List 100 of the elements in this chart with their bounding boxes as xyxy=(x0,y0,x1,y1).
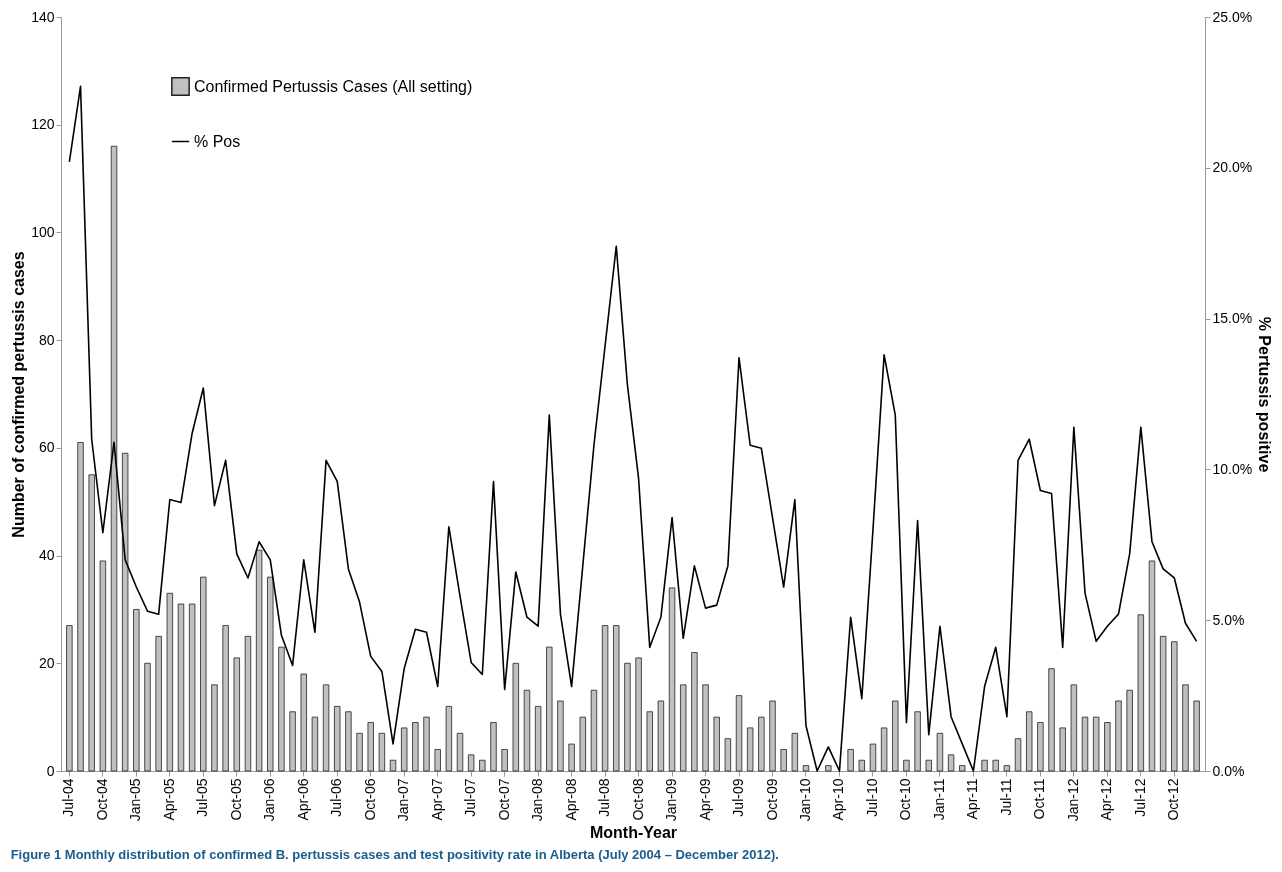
bar xyxy=(1070,684,1078,772)
y2-tick-label: 25.0% xyxy=(1212,8,1253,25)
bar xyxy=(758,716,765,772)
bar xyxy=(77,442,84,772)
x-tick-label: Jul-05 xyxy=(194,778,211,817)
bar xyxy=(981,759,988,772)
bar xyxy=(702,684,709,772)
y2-tick-label: 0.0% xyxy=(1212,762,1245,779)
bar xyxy=(1014,738,1022,772)
bar xyxy=(992,759,999,772)
bar xyxy=(825,765,832,772)
bar xyxy=(1081,716,1089,772)
x-tick-label: Oct-08 xyxy=(629,778,646,821)
x-tick-label: Jul-10 xyxy=(863,778,880,817)
bar xyxy=(635,657,642,772)
bar xyxy=(378,732,386,772)
bar xyxy=(1159,635,1167,772)
bar xyxy=(646,711,653,772)
bar xyxy=(769,700,776,772)
bar xyxy=(1137,614,1145,772)
bar xyxy=(1115,700,1122,772)
x-tick-label: Jan-07 xyxy=(395,778,412,822)
bar xyxy=(624,662,631,772)
bar xyxy=(322,684,330,772)
x-tick-label: Oct-11 xyxy=(1031,778,1048,820)
bar xyxy=(467,754,475,772)
bar xyxy=(356,732,363,772)
bar xyxy=(423,716,430,772)
x-tick-label: Oct-07 xyxy=(495,778,512,821)
bar xyxy=(657,700,665,772)
bar xyxy=(334,705,341,772)
x-tick-label: Jan-05 xyxy=(127,778,144,822)
bar xyxy=(155,635,162,772)
bar xyxy=(1148,560,1156,772)
x-tick-label: Apr-11 xyxy=(964,778,981,820)
bar xyxy=(211,684,218,772)
bar xyxy=(1104,722,1111,772)
bar xyxy=(959,765,966,772)
bar xyxy=(1059,727,1066,772)
bar xyxy=(1092,716,1100,772)
bar xyxy=(936,732,944,772)
bar xyxy=(412,722,419,772)
x-tick-label: Jul-12 xyxy=(1131,778,1148,817)
y2-tick-label: 15.0% xyxy=(1212,310,1253,327)
bar xyxy=(925,759,932,772)
x-tick-label: Oct-10 xyxy=(897,778,914,821)
x-tick-label: Jul-11 xyxy=(997,778,1014,816)
bar xyxy=(1126,689,1133,772)
bar xyxy=(802,765,810,772)
bar xyxy=(278,646,285,772)
y-tick-label: 60 xyxy=(38,439,55,456)
bar xyxy=(490,722,497,772)
bar xyxy=(747,727,754,772)
bar xyxy=(233,657,240,772)
bar xyxy=(947,754,955,772)
y-tick-label: 20 xyxy=(38,654,55,671)
legend-label: % Pos xyxy=(194,132,241,150)
bar xyxy=(668,587,676,772)
bar xyxy=(1193,700,1200,772)
x-tick-label: Jul-06 xyxy=(328,778,345,817)
bar xyxy=(1026,711,1033,772)
bar xyxy=(579,716,586,772)
y-tick-label: 80 xyxy=(38,331,55,348)
y2-axis-title: % Pertussis positive xyxy=(1256,316,1274,473)
legend-label: Confirmed Pertussis Cases (All setting) xyxy=(194,77,473,95)
x-tick-label: Oct-12 xyxy=(1165,778,1182,821)
bar xyxy=(534,705,542,772)
bar xyxy=(869,743,877,772)
x-tick-label: Jan-08 xyxy=(529,778,546,822)
bar xyxy=(892,700,899,772)
bar xyxy=(88,474,95,772)
y-tick-label: 140 xyxy=(31,8,55,25)
x-axis-title: Month-Year xyxy=(589,824,678,842)
x-tick-label: Oct-04 xyxy=(93,778,110,821)
bar xyxy=(680,684,687,772)
bar xyxy=(1171,641,1178,772)
x-tick-label: Jul-09 xyxy=(730,778,747,817)
x-tick-label: Jul-07 xyxy=(462,778,479,817)
bar xyxy=(434,749,441,772)
y-axis-title: Number of confirmed pertussis cases xyxy=(10,251,28,538)
bar xyxy=(66,625,73,772)
caption: Figure 1 Monthly distribution of confirmed B. pertussis cases and test positivity rate in Alberta (July 2004 – December 2012). xyxy=(10,846,779,862)
bar xyxy=(601,625,609,772)
x-tick-label: Jan-11 xyxy=(930,778,947,821)
bar xyxy=(713,716,720,772)
x-tick-label: Oct-05 xyxy=(227,778,244,821)
bar xyxy=(724,738,732,772)
bar xyxy=(121,452,129,772)
x-tick-label: Apr-07 xyxy=(428,778,445,821)
bar xyxy=(1048,668,1055,772)
bar xyxy=(858,759,865,772)
x-tick-label: Apr-12 xyxy=(1098,778,1115,821)
y2-tick-label: 5.0% xyxy=(1212,611,1245,628)
x-tick-label: Jan-10 xyxy=(797,778,813,822)
bar xyxy=(568,743,575,772)
bar xyxy=(479,759,486,772)
x-tick-label: Apr-09 xyxy=(696,778,713,821)
bar xyxy=(311,716,319,772)
bar xyxy=(501,749,508,772)
bar xyxy=(780,749,787,772)
